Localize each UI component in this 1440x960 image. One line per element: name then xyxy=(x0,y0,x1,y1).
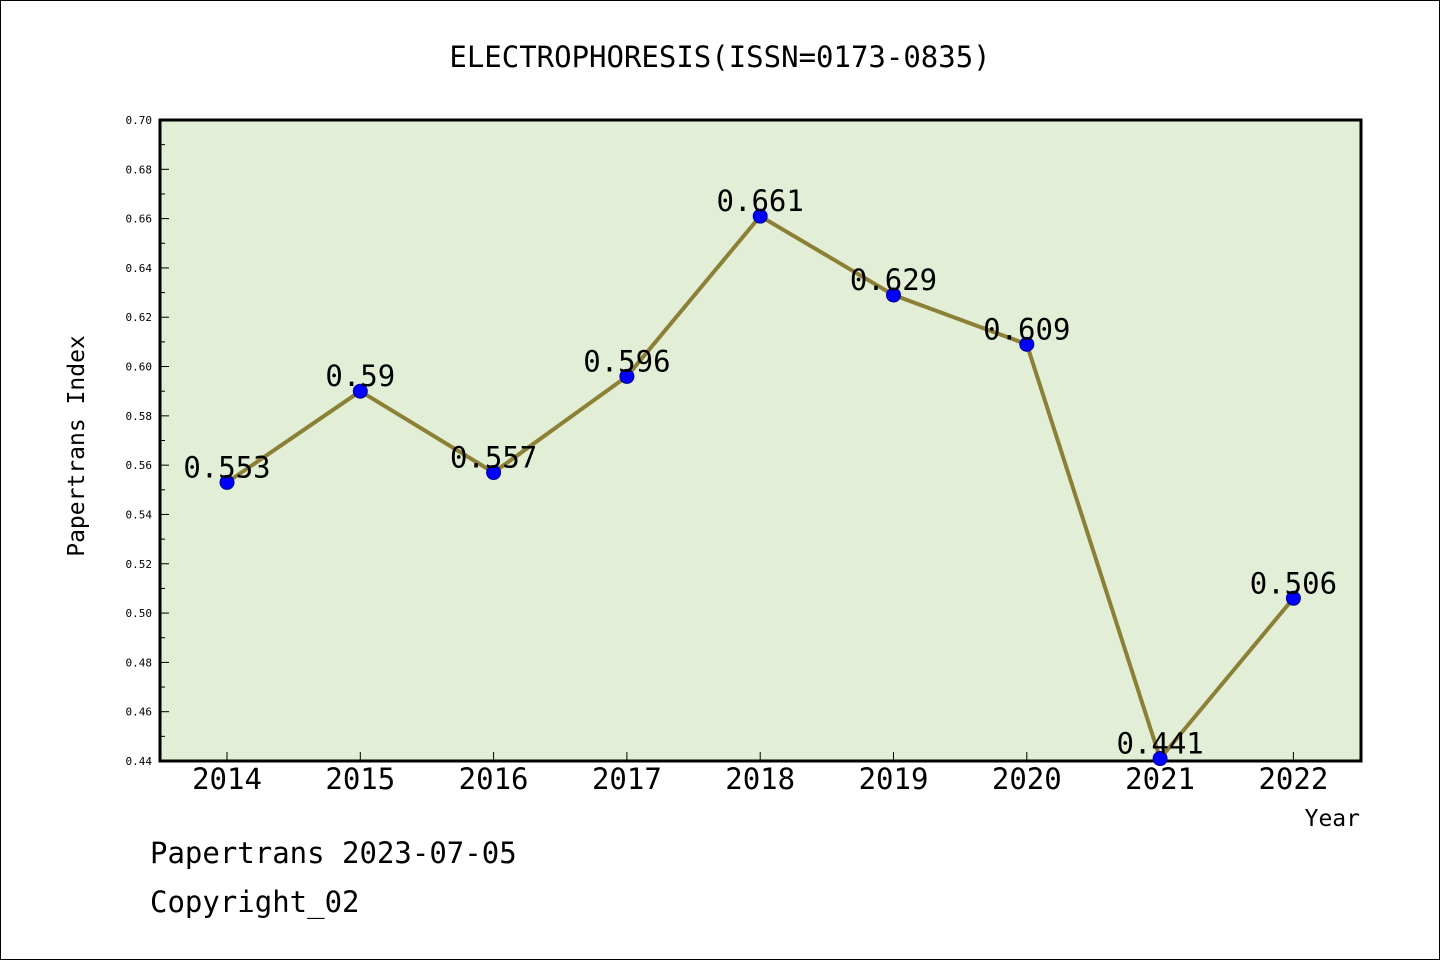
chart-title: ELECTROPHORESIS(ISSN=0173-0835) xyxy=(449,40,990,74)
data-label: 0.661 xyxy=(717,184,804,218)
data-label: 0.553 xyxy=(183,450,270,484)
y-tick-label: 0.64 xyxy=(126,262,153,275)
y-tick-label: 0.68 xyxy=(126,163,153,176)
data-label: 0.629 xyxy=(850,263,937,297)
x-tick-label: 2022 xyxy=(1258,762,1328,796)
data-point-marker xyxy=(1152,751,1168,767)
plot-area xyxy=(158,118,1363,763)
x-tick-label: 2021 xyxy=(1125,762,1195,796)
y-tick-label: 0.50 xyxy=(126,607,153,620)
x-tick-label: 2014 xyxy=(192,762,262,796)
y-tick-label: 0.48 xyxy=(126,656,153,669)
x-tick-label: 2019 xyxy=(859,762,929,796)
y-axis-label: Papertrans Index xyxy=(64,335,90,557)
data-point-marker xyxy=(1019,336,1035,352)
y-tick-label: 0.46 xyxy=(126,706,153,719)
y-tick-label: 0.58 xyxy=(126,410,153,423)
data-point-marker xyxy=(752,208,768,224)
footer-copyright: Copyright_02 xyxy=(150,885,360,919)
y-tick-label: 0.44 xyxy=(126,755,153,768)
y-tick-label: 0.54 xyxy=(126,508,153,521)
data-point-marker xyxy=(219,474,235,490)
y-tick-label: 0.60 xyxy=(126,361,153,374)
y-tick-label: 0.52 xyxy=(126,558,153,571)
data-label: 0.609 xyxy=(983,312,1070,346)
x-tick-label: 2015 xyxy=(325,762,395,796)
y-tick-label: 0.66 xyxy=(126,213,153,226)
x-tick-label: 2018 xyxy=(725,762,795,796)
data-point-marker xyxy=(886,287,901,303)
data-point-marker xyxy=(619,368,635,384)
data-label: 0.596 xyxy=(583,344,670,378)
footer-date: Papertrans 2023-07-05 xyxy=(150,836,517,870)
x-tick-label: 2016 xyxy=(459,762,529,796)
data-label: 0.59 xyxy=(325,359,395,393)
data-label: 0.441 xyxy=(1116,727,1203,761)
y-tick-label: 0.70 xyxy=(126,114,153,127)
x-tick-label: 2020 xyxy=(992,762,1062,796)
data-label: 0.557 xyxy=(450,441,537,475)
data-point-marker xyxy=(1285,590,1301,606)
x-axis-label: Year xyxy=(1305,806,1360,832)
data-point-marker xyxy=(486,465,502,481)
x-tick-label: 2017 xyxy=(592,762,662,796)
data-point-marker xyxy=(352,383,368,399)
y-tick-label: 0.56 xyxy=(126,459,153,472)
data-label: 0.506 xyxy=(1250,566,1337,600)
y-tick-label: 0.62 xyxy=(126,311,153,324)
